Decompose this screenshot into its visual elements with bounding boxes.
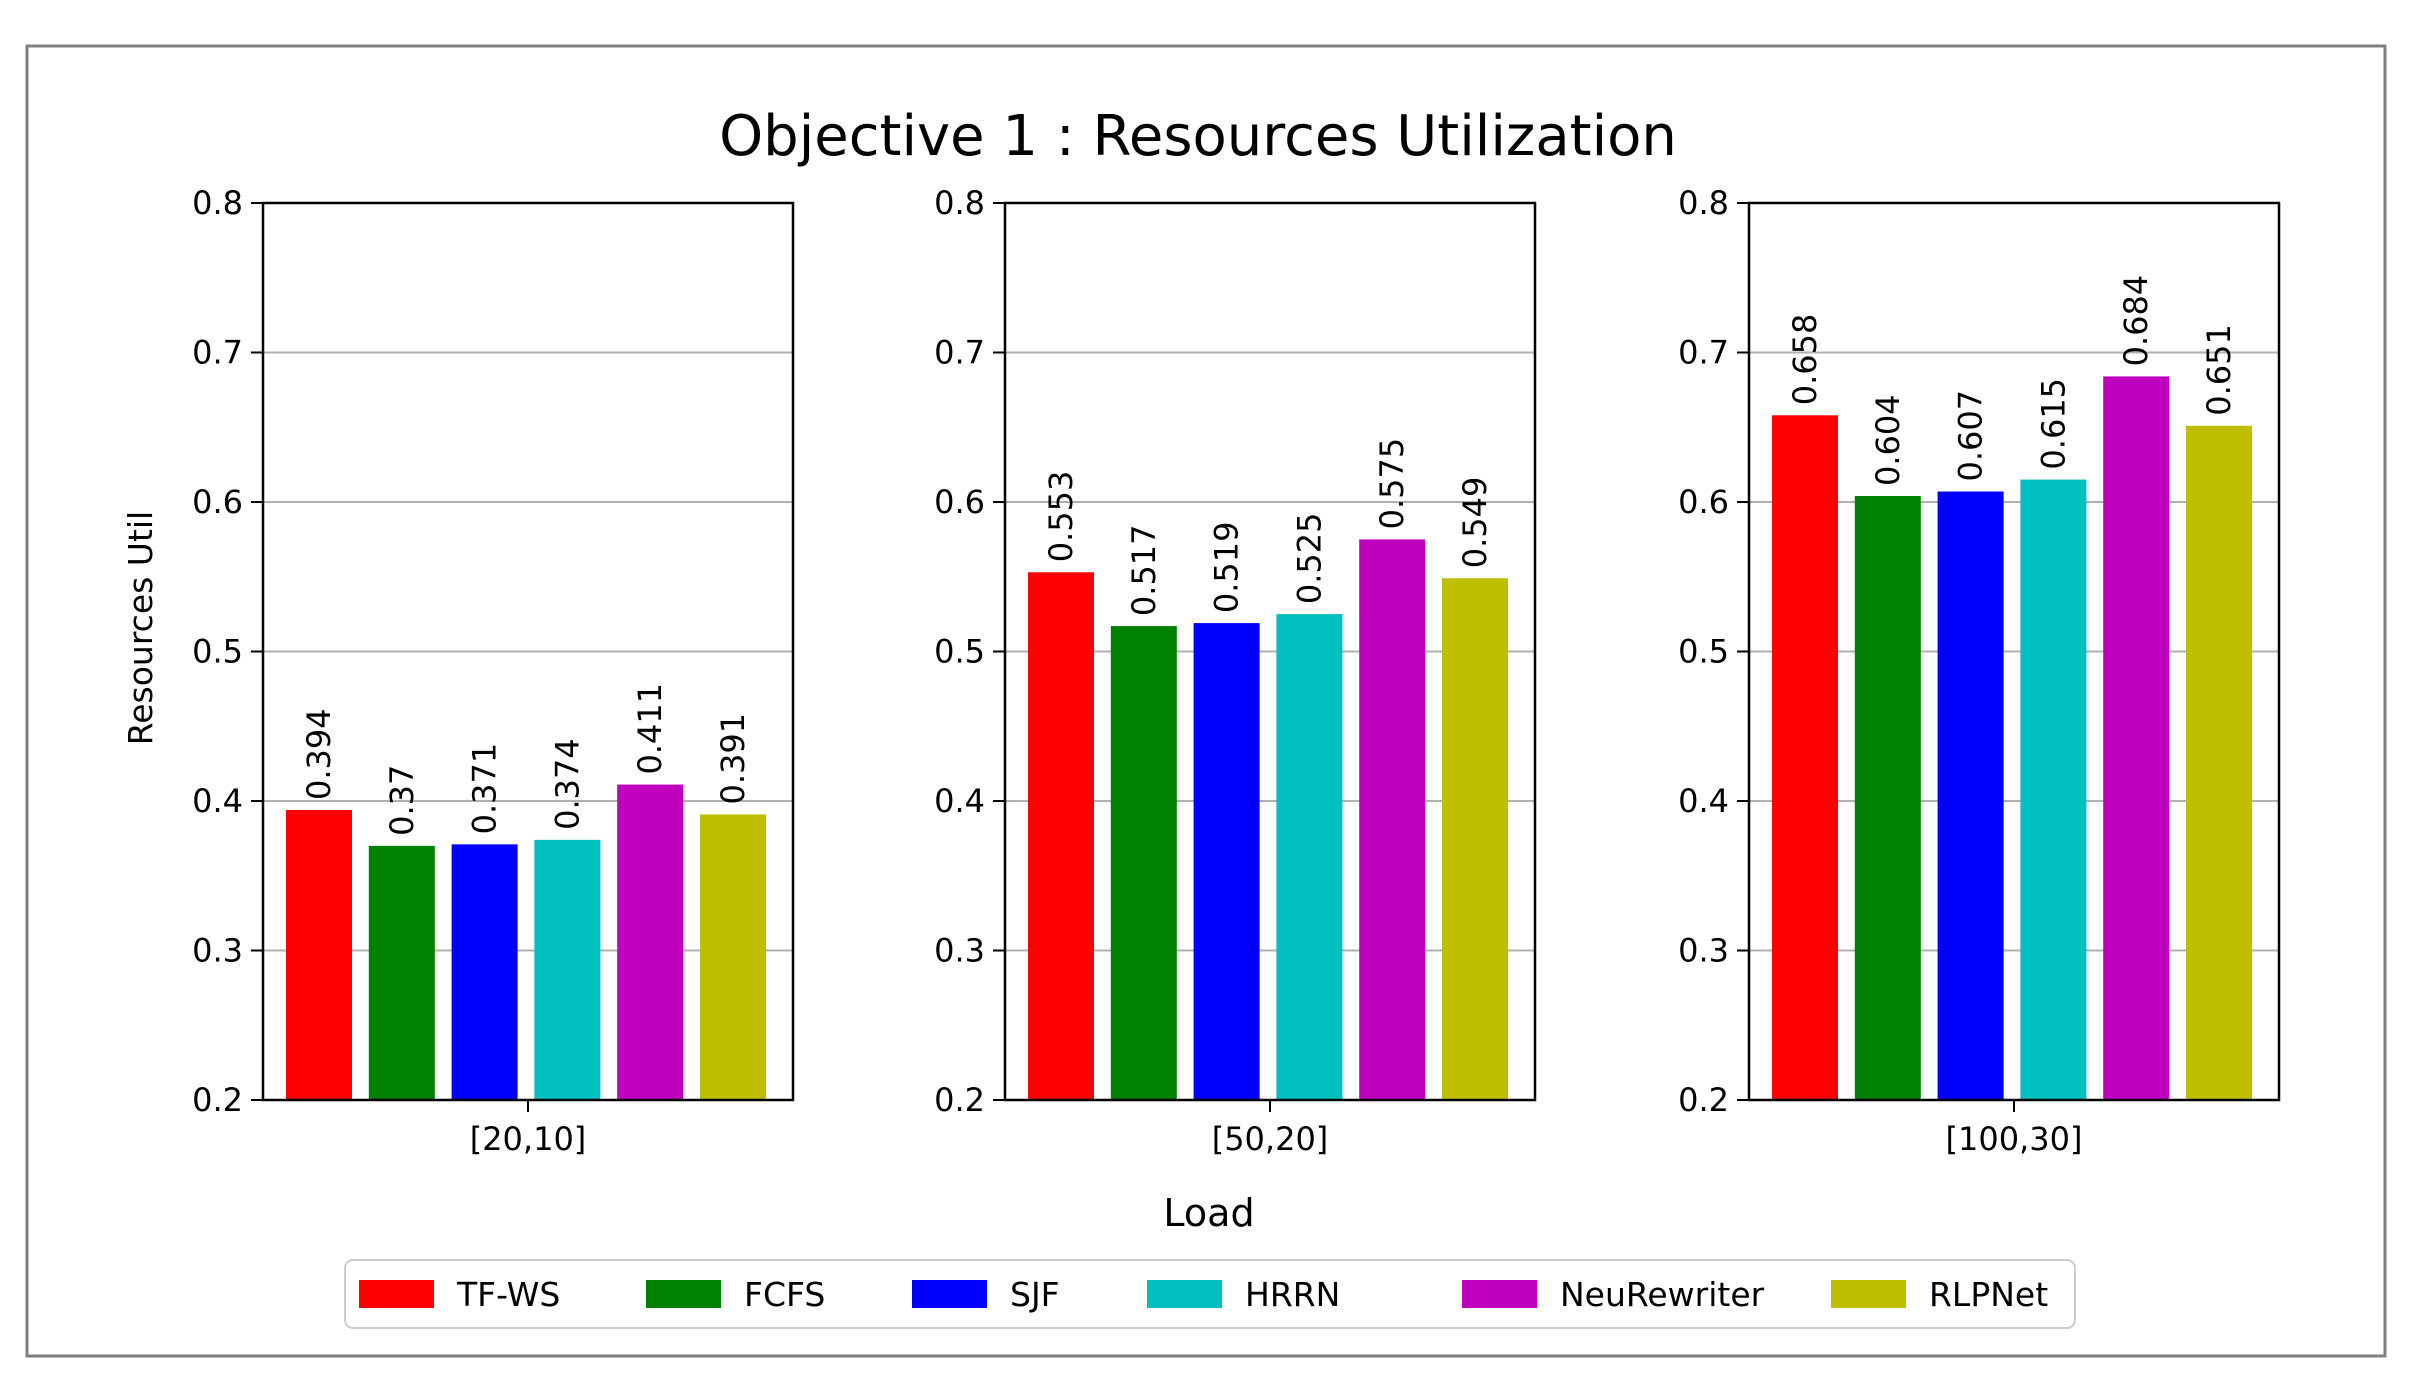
y-tick-label: 0.5 [1678,633,1729,671]
y-tick-label: 0.8 [192,184,243,222]
bar [1359,539,1426,1100]
y-tick-label: 0.2 [192,1081,243,1119]
panel-2: 0.2 0.3 0.4 0.5 0.6 0.7 0.8 0.553 0.517 0.519 0.52… [934,184,1537,1158]
bar-value-label: 0.394 [300,708,338,800]
bar-value-label: 0.391 [714,713,752,805]
y-tick-label: 0.2 [1678,1081,1729,1119]
legend-swatch [1462,1280,1537,1308]
y-tick-label: 0.4 [934,782,985,820]
legend-label: HRRN [1245,1275,1340,1314]
y-tick-label: 0.5 [934,633,985,671]
bar [2020,479,2087,1100]
bar-value-label: 0.604 [1869,394,1907,486]
legend-swatch [1147,1280,1222,1308]
bar-value-label: 0.411 [631,683,669,775]
y-axis-label: Resources Util [121,511,160,745]
bar [1854,496,1921,1100]
bar-value-label: 0.525 [1290,513,1328,605]
bar [700,814,766,1100]
bar-value-label: 0.374 [548,738,586,830]
bar-value-label: 0.651 [2200,324,2238,416]
legend-swatch [912,1280,987,1308]
bar [1110,626,1177,1100]
y-tick-label: 0.6 [1678,483,1729,521]
bar [368,845,435,1100]
legend-label: SJF [1010,1275,1060,1314]
y-tick-label: 0.3 [934,932,985,970]
y-tick-label: 0.7 [934,334,985,372]
bar-value-label: 0.658 [1786,314,1824,406]
x-tick-label: [100,30] [1946,1120,2083,1158]
legend-label: FCFS [744,1275,825,1314]
bar-value-label: 0.575 [1373,438,1411,530]
bar [1442,578,1508,1100]
legend-swatch [1831,1280,1906,1308]
y-tick-label: 0.4 [192,782,243,820]
bar [1193,623,1260,1100]
bar [1028,572,1094,1100]
x-tick-label: [50,20] [1212,1120,1329,1158]
bar-value-label: 0.371 [466,743,504,835]
bar-value-label: 0.517 [1125,524,1163,616]
bar-value-label: 0.553 [1042,471,1080,563]
bar [534,839,601,1100]
bar [2186,425,2252,1100]
y-tick-label: 0.4 [1678,782,1729,820]
legend-label: RLPNet [1929,1275,2048,1314]
y-tick-label: 0.8 [1678,184,1729,222]
legend-swatch [359,1280,434,1308]
bar [1276,614,1343,1100]
y-tick-label: 0.3 [192,932,243,970]
x-tick-label: [20,10] [470,1120,587,1158]
y-tick-label: 0.6 [934,483,985,521]
bar [451,844,518,1100]
y-tick-label: 0.3 [1678,932,1729,970]
bar-value-label: 0.37 [383,765,421,836]
bar-value-label: 0.549 [1456,477,1494,569]
panel-1: 0.2 0.3 0.4 0.5 0.6 0.7 0.8 0.394 0.37 0.371 0.374… [192,184,795,1158]
bar [1937,491,2004,1100]
bar [617,784,684,1100]
legend-label: TF-WS [456,1275,560,1314]
legend: TF-WS FCFS SJF HRRN NeuRewriter RLPNet [344,1259,2076,1329]
legend-label: NeuRewriter [1560,1275,1765,1314]
bar [1772,415,1838,1100]
y-tick-label: 0.8 [934,184,985,222]
y-tick-label: 0.6 [192,483,243,521]
legend-swatch [646,1280,721,1308]
y-tick-label: 0.7 [1678,334,1729,372]
chart-title: Objective 1 : Resources Utilization [719,104,1677,169]
bar-value-label: 0.684 [2117,275,2155,367]
panel-3: 0.2 0.3 0.4 0.5 0.6 0.7 0.8 0.658 0.604 0.607 0.61… [1678,184,2281,1158]
bar [286,809,352,1100]
panels: 0.2 0.3 0.4 0.5 0.6 0.7 0.8 0.394 0.37 0.371 0.374… [192,184,2281,1158]
x-axis-label: Load [1163,1191,1254,1235]
bar-value-label: 0.607 [1952,390,1990,482]
y-tick-label: 0.7 [192,334,243,372]
y-tick-label: 0.2 [934,1081,985,1119]
y-tick-label: 0.5 [192,633,243,671]
bar-value-label: 0.519 [1208,521,1246,613]
bar-value-label: 0.615 [2034,378,2072,470]
bar [2103,376,2170,1100]
